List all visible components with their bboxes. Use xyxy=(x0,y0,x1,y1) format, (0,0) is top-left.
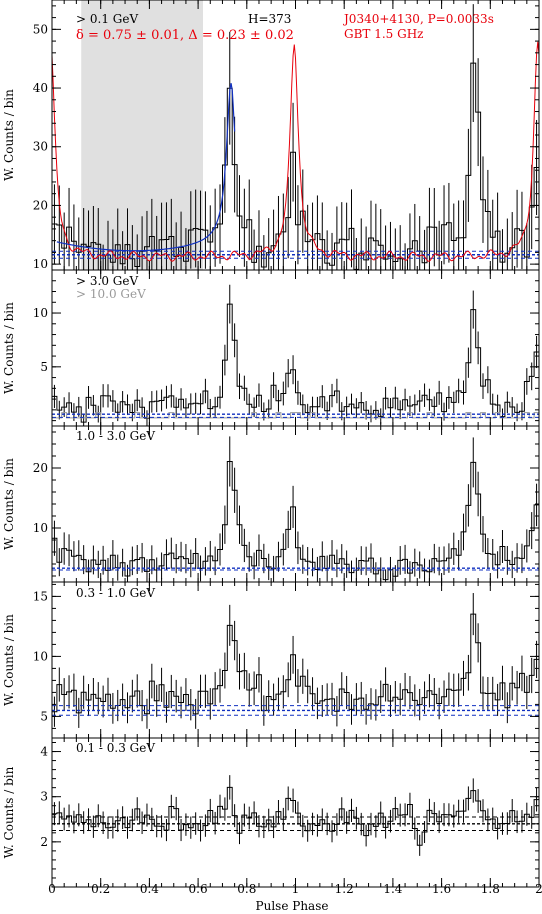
x-tick-label: 0.2 xyxy=(91,882,110,896)
x-tick-label: 0 xyxy=(48,882,56,896)
y-tick-label: 3 xyxy=(40,790,48,804)
y-tick-label: 10 xyxy=(33,306,48,320)
y-tick-label: 10 xyxy=(33,521,48,535)
y-tick-label: 5 xyxy=(40,360,48,374)
histogram-2 xyxy=(52,461,539,581)
radio-profile xyxy=(52,41,539,262)
radio-pulsar-label: J0340+4130, P=0.0033s xyxy=(342,12,494,26)
x-tick-label: 1.6 xyxy=(432,882,451,896)
y-tick-label: 4 xyxy=(40,745,48,759)
y-axis-label-4: W. Counts / bin xyxy=(2,766,16,858)
histogram-3 xyxy=(52,613,539,715)
x-tick-label: 0.6 xyxy=(189,882,208,896)
y-tick-label: 50 xyxy=(33,22,48,36)
band-label-3: 0.3 - 1.0 GeV xyxy=(76,586,155,600)
y-tick-label: 20 xyxy=(33,461,48,475)
band-label-0: > 0.1 GeV xyxy=(76,12,138,26)
histogram-4 xyxy=(52,786,539,846)
y-tick-label: 40 xyxy=(33,81,48,95)
panel-1-plot xyxy=(52,284,539,426)
y-tick-label: 2 xyxy=(40,835,48,849)
y-tick-label: 20 xyxy=(33,198,48,212)
band-label-4: 0.1 - 0.3 GeV xyxy=(76,741,155,755)
band-label-2: 1.0 - 3.0 GeV xyxy=(76,429,155,443)
y-axis-label-2: W. Counts / bin xyxy=(2,458,16,550)
panel-0-plot xyxy=(52,0,539,270)
panel-2-frame xyxy=(51,425,540,583)
annotations-group: > 0.1 GeV H=373 δ = 0.75 ± 0.01, Δ = 0.2… xyxy=(76,12,494,913)
y-tick-label: 10 xyxy=(33,257,48,271)
histogram-0 xyxy=(52,62,539,270)
y-tick-label: 15 xyxy=(33,589,48,603)
panel-2-plot xyxy=(52,436,539,582)
y-axis-label-1: W. Counts / bin xyxy=(2,302,16,394)
x-tick-label: 1.2 xyxy=(335,882,354,896)
y-axis-label-0: W. Counts / bin xyxy=(2,89,16,181)
x-tick-label: 2 xyxy=(535,882,542,896)
panel-3-plot xyxy=(52,593,539,729)
y-tick-label: 10 xyxy=(33,649,48,663)
x-axis-label: Pulse Phase xyxy=(256,899,329,913)
band-label-1: > 3.0 GeV xyxy=(76,274,138,288)
radio-telescope-label: GBT 1.5 GHz xyxy=(344,27,424,41)
fit-curve xyxy=(56,83,236,252)
panel-4-plot xyxy=(52,775,539,856)
y-axis-label-3: W. Counts / bin xyxy=(2,614,16,706)
band-label-1b: > 10.0 GeV xyxy=(76,287,146,301)
x-tick-label: 0.8 xyxy=(237,882,256,896)
y-tick-label: 30 xyxy=(33,140,48,154)
histogram-high-energy xyxy=(52,412,539,419)
x-tick-label: 1.4 xyxy=(383,882,402,896)
h-test-label: H=373 xyxy=(248,12,291,26)
y-tick-label: 5 xyxy=(40,709,48,723)
x-tick-label: 1 xyxy=(292,882,300,896)
x-tick-label: 1.8 xyxy=(481,882,500,896)
x-tick-label: 0.4 xyxy=(140,882,159,896)
fit-params-label: δ = 0.75 ± 0.01, Δ = 0.23 ± 0.02 xyxy=(76,28,294,43)
histogram-1 xyxy=(52,303,539,423)
